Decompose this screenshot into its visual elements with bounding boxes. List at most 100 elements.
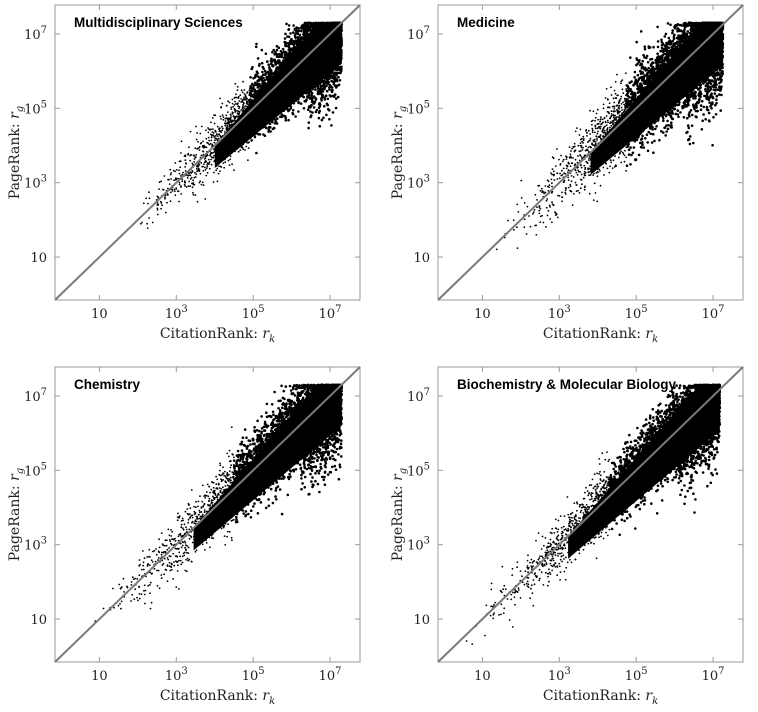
data-point xyxy=(258,79,261,82)
data-point xyxy=(318,124,322,128)
data-point xyxy=(216,125,219,128)
data-point xyxy=(189,174,192,177)
data-point xyxy=(268,125,271,129)
data-point xyxy=(247,142,250,144)
data-point xyxy=(166,201,168,204)
data-point xyxy=(240,101,243,103)
data-point xyxy=(205,146,208,149)
data-point xyxy=(239,149,242,152)
data-point xyxy=(234,117,237,119)
data-point xyxy=(311,96,315,99)
data-point xyxy=(206,154,209,157)
data-point xyxy=(258,62,261,66)
data-point xyxy=(174,162,177,164)
data-point xyxy=(147,202,149,205)
data-point xyxy=(297,100,300,104)
data-point xyxy=(285,51,288,54)
data-point xyxy=(205,129,207,132)
data-point xyxy=(325,84,328,88)
data-point xyxy=(276,117,279,120)
data-point xyxy=(250,67,253,71)
data-point xyxy=(208,167,211,170)
data-point xyxy=(324,81,328,84)
data-point xyxy=(161,204,164,207)
data-point xyxy=(249,76,252,79)
data-point xyxy=(231,111,234,114)
data-point xyxy=(230,108,233,110)
data-point xyxy=(148,191,150,194)
data-point xyxy=(228,117,231,120)
data-point xyxy=(326,107,330,111)
data-point xyxy=(197,167,200,170)
data-point xyxy=(194,176,197,178)
data-point xyxy=(213,160,216,163)
data-point xyxy=(233,169,235,172)
data-point xyxy=(166,193,169,195)
data-point xyxy=(180,140,183,143)
data-point xyxy=(330,79,333,83)
data-point xyxy=(269,73,273,76)
data-point xyxy=(210,139,213,142)
data-point xyxy=(240,109,243,111)
data-point xyxy=(279,50,283,53)
data-point xyxy=(174,170,177,173)
data-point xyxy=(256,57,260,60)
data-point xyxy=(148,197,151,200)
data-point xyxy=(196,165,199,168)
data-point xyxy=(160,207,163,210)
data-point xyxy=(261,70,264,74)
data-point xyxy=(193,158,196,160)
data-point xyxy=(201,146,204,148)
data-point xyxy=(237,95,240,98)
data-point xyxy=(281,47,285,51)
data-point xyxy=(178,181,181,184)
data-point xyxy=(227,100,230,103)
data-point xyxy=(216,133,218,136)
data-point xyxy=(285,22,288,26)
data-point xyxy=(204,198,207,200)
data-point xyxy=(207,136,210,139)
data-point xyxy=(250,139,253,142)
data-point xyxy=(328,83,332,87)
data-point xyxy=(320,94,324,98)
data-point xyxy=(198,146,201,148)
data-point xyxy=(209,154,212,157)
data-point xyxy=(326,103,330,107)
data-point xyxy=(245,145,248,148)
data-point xyxy=(269,130,272,133)
data-point xyxy=(284,119,288,122)
data-point xyxy=(287,118,290,122)
data-point xyxy=(192,154,195,157)
data-point xyxy=(323,104,326,108)
data-point xyxy=(229,155,232,158)
data-point xyxy=(169,200,172,203)
data-point xyxy=(214,131,217,133)
data-point xyxy=(267,128,271,131)
data-point xyxy=(234,100,236,103)
data-point xyxy=(243,96,245,99)
data-point xyxy=(262,133,265,136)
data-point xyxy=(284,115,287,118)
data-point xyxy=(178,169,180,172)
data-point xyxy=(212,132,215,134)
data-point xyxy=(188,180,191,183)
data-point xyxy=(320,97,323,100)
data-point xyxy=(219,170,221,173)
data-point xyxy=(314,98,318,101)
data-point xyxy=(285,44,288,48)
data-point xyxy=(220,166,223,168)
data-point xyxy=(192,182,195,184)
data-point xyxy=(233,104,236,106)
data-point xyxy=(274,50,277,54)
data-point xyxy=(209,152,212,155)
data-point xyxy=(230,106,233,109)
data-point xyxy=(306,108,310,111)
data-point xyxy=(238,107,240,110)
data-point xyxy=(169,191,172,194)
data-point xyxy=(318,109,322,113)
data-point xyxy=(228,101,231,104)
data-point xyxy=(236,89,239,91)
data-point xyxy=(181,180,184,183)
data-point xyxy=(221,102,224,105)
data-point xyxy=(222,162,225,165)
